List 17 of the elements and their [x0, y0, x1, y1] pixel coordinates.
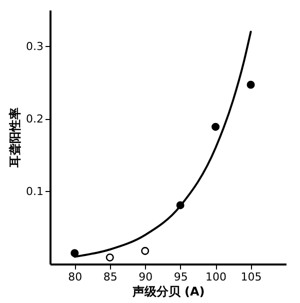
point [212, 122, 220, 131]
y-tick-label: 0.2 [26, 112, 44, 126]
x-tick-label: 80 [68, 270, 82, 284]
y-tick-label: 0.1 [26, 184, 44, 198]
x-tick-label: 90 [138, 270, 153, 284]
x-tick-label: 105 [240, 270, 262, 284]
x-tick-label: 100 [206, 270, 227, 284]
point [176, 201, 184, 210]
y-tick-label: 0.3 [26, 40, 44, 53]
x-axis-title: 声级分贝 (A) [131, 284, 205, 298]
point [106, 253, 114, 262]
point [246, 80, 255, 89]
y-axis-title: 耳聋阳性率 [8, 108, 22, 168]
point [70, 249, 79, 258]
x-tick-label: 95 [174, 270, 188, 284]
point [141, 246, 150, 255]
x-tick-label: 85 [103, 270, 118, 284]
